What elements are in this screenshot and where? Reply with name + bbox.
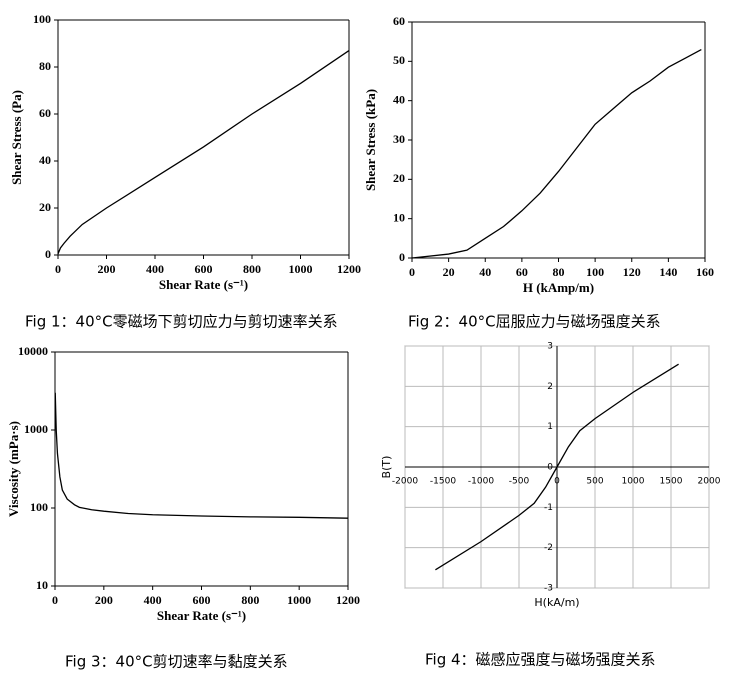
data-line <box>57 50 350 255</box>
y-tick-label: 100 <box>30 500 48 514</box>
caption: Fig 4：磁感应强度与磁场强度关系 <box>425 651 656 669</box>
y-tick-label: 10 <box>393 210 405 224</box>
y-tick-label: 1 <box>547 422 553 432</box>
y-tick-label: 50 <box>393 53 405 67</box>
data-line <box>54 392 349 519</box>
x-axis-label: Shear Rate (s⁻¹) <box>157 608 246 623</box>
x-tick-label: 600 <box>195 262 213 276</box>
x-axis-label: H(kA/m) <box>534 596 579 609</box>
y-axis-label: Viscosity (mPa·s) <box>6 421 21 517</box>
x-tick-label: 200 <box>98 262 116 276</box>
x-tick-label: 2000 <box>698 477 721 487</box>
x-tick-label: 200 <box>95 593 113 607</box>
x-tick-label: -500 <box>509 477 530 487</box>
x-tick-label: 60 <box>516 265 528 279</box>
y-tick-label: 2 <box>547 382 553 392</box>
y-tick-label: 60 <box>393 14 405 28</box>
data-line <box>411 48 702 259</box>
y-axis-label: Shear Stress (kPa) <box>363 89 378 191</box>
x-axis-label: H (kAmp/m) <box>523 280 594 295</box>
x-tick-label: 0 <box>52 593 58 607</box>
x-tick-label: 120 <box>623 265 641 279</box>
x-tick-label: 1000 <box>622 477 645 487</box>
caption: Fig 2：40°C屈服应力与磁场强度关系 <box>408 313 661 331</box>
y-tick-label: 0 <box>399 250 405 264</box>
y-tick-label: 40 <box>393 92 405 106</box>
x-tick-label: 20 <box>443 265 455 279</box>
y-tick-label: 60 <box>39 106 51 120</box>
y-axis-label: Shear Stress (Pa) <box>9 90 24 185</box>
y-tick-label: -3 <box>544 584 553 594</box>
y-tick-label: 20 <box>39 200 51 214</box>
y-tick-label: 10 <box>36 578 48 592</box>
x-tick-label: 1000 <box>289 262 313 276</box>
y-tick-label: 30 <box>393 132 405 146</box>
x-tick-label: -1500 <box>430 477 456 487</box>
x-tick-label: 500 <box>586 477 603 487</box>
x-tick-label: 0 <box>55 262 61 276</box>
x-tick-label: 1500 <box>660 477 683 487</box>
x-tick-label: 1000 <box>287 593 311 607</box>
x-tick-label: -2000 <box>392 477 418 487</box>
y-tick-label: 3 <box>547 342 553 352</box>
y-tick-label: 100 <box>33 12 51 26</box>
x-tick-label: 1200 <box>337 262 361 276</box>
x-tick-label: 40 <box>479 265 491 279</box>
x-tick-label: 1200 <box>336 593 360 607</box>
y-tick-label: 0 <box>45 247 51 261</box>
y-tick-label: 40 <box>39 153 51 167</box>
x-tick-label: 600 <box>193 593 211 607</box>
y-tick-label: -2 <box>544 543 553 553</box>
y-tick-label: 80 <box>39 59 51 73</box>
x-tick-label: 140 <box>659 265 677 279</box>
x-tick-label: 400 <box>144 593 162 607</box>
x-tick-label: 160 <box>696 265 714 279</box>
x-axis-label: Shear Rate (s⁻¹) <box>159 277 248 292</box>
x-tick-label: 100 <box>586 265 604 279</box>
y-tick-label: 1000 <box>24 422 48 436</box>
x-tick-label: 0 <box>409 265 415 279</box>
caption: Fig 3：40°C剪切速率与黏度关系 <box>65 653 288 671</box>
x-tick-label: 400 <box>146 262 164 276</box>
x-tick-label: 800 <box>241 593 259 607</box>
data-line <box>435 363 679 571</box>
y-tick-label: 10000 <box>18 344 48 358</box>
x-tick-label: 80 <box>553 265 565 279</box>
y-tick-label: -1 <box>544 503 553 513</box>
x-tick-label: 800 <box>243 262 261 276</box>
x-tick-label: -1000 <box>468 477 494 487</box>
y-axis-label: B(T) <box>380 456 393 479</box>
y-tick-label: 20 <box>393 171 405 185</box>
caption: Fig 1：40°C零磁场下剪切应力与剪切速率关系 <box>25 313 338 331</box>
